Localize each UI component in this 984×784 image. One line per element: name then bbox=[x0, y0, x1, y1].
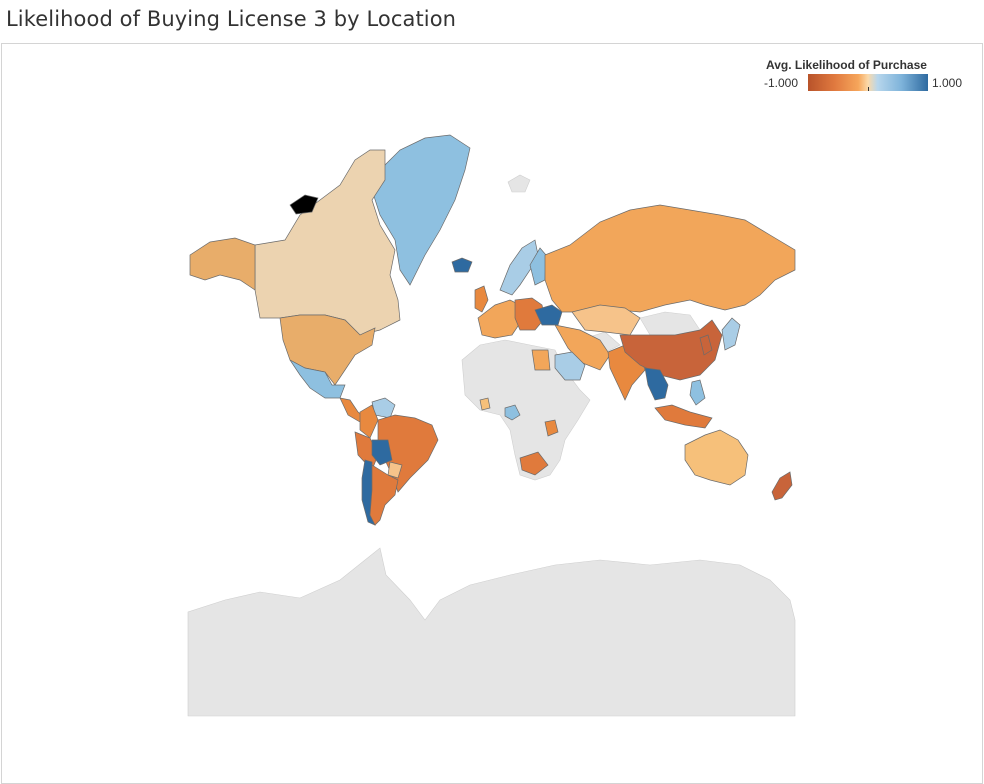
region-ghana[interactable] bbox=[479, 397, 491, 411]
region-russia[interactable] bbox=[544, 204, 796, 316]
region-paraguay[interactable] bbox=[387, 461, 403, 479]
region-middle-east[interactable] bbox=[554, 324, 611, 371]
region-mexico[interactable] bbox=[289, 359, 346, 399]
region-eastern-europe[interactable] bbox=[514, 297, 546, 331]
region-africa[interactable] bbox=[461, 339, 591, 481]
region-kazakhstan[interactable] bbox=[571, 304, 641, 336]
region-saudi-arabia[interactable] bbox=[554, 351, 586, 381]
region-new-zealand[interactable] bbox=[771, 471, 793, 501]
region-argentina[interactable] bbox=[369, 464, 399, 526]
region-korea[interactable] bbox=[699, 334, 713, 356]
region-nigeria[interactable] bbox=[504, 404, 521, 421]
region-united-kingdom[interactable] bbox=[474, 285, 489, 313]
legend-row: -1.000 1.000 bbox=[764, 74, 969, 91]
region-antarctica[interactable] bbox=[187, 547, 796, 717]
region-peru[interactable] bbox=[354, 431, 379, 471]
region-south-africa[interactable] bbox=[519, 451, 549, 476]
region-svalbard[interactable] bbox=[507, 174, 531, 193]
region-egypt[interactable] bbox=[531, 349, 551, 371]
region-iceland[interactable] bbox=[451, 257, 473, 273]
region-japan[interactable] bbox=[721, 317, 741, 351]
page-title: Likelihood of Buying License 3 by Locati… bbox=[6, 7, 457, 31]
region-southeast-asia[interactable] bbox=[644, 367, 669, 401]
legend-min-label: -1.000 bbox=[764, 75, 799, 90]
region-colombia[interactable] bbox=[359, 404, 379, 439]
region-canada[interactable] bbox=[254, 149, 401, 336]
legend-midpoint-tick bbox=[868, 87, 869, 91]
region-philippines[interactable] bbox=[689, 379, 706, 406]
region-bolivia[interactable] bbox=[371, 439, 393, 466]
region-alaska[interactable] bbox=[189, 237, 256, 291]
region-greenland[interactable] bbox=[371, 134, 471, 286]
legend-title: Avg. Likelihood of Purchase bbox=[766, 58, 927, 72]
color-legend: Avg. Likelihood of Purchase -1.000 1.000 bbox=[764, 58, 969, 91]
region-australia[interactable] bbox=[684, 429, 749, 486]
region-china[interactable] bbox=[619, 319, 723, 381]
legend-gradient-bar bbox=[808, 74, 928, 91]
region-canada-islands[interactable] bbox=[289, 194, 319, 215]
legend-max-label: 1.000 bbox=[932, 75, 963, 90]
region-ukraine[interactable] bbox=[534, 304, 563, 326]
region-kenya[interactable] bbox=[544, 419, 559, 437]
region-indonesia[interactable] bbox=[654, 404, 713, 429]
